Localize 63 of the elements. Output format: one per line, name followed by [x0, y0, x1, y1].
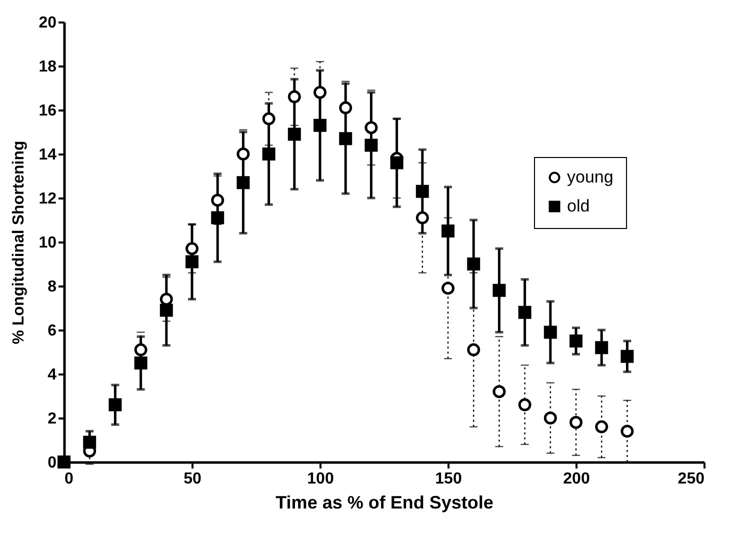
- point: [339, 101, 352, 114]
- point: [595, 341, 608, 354]
- point: [620, 424, 634, 438]
- point: [288, 90, 301, 104]
- point: [492, 284, 506, 297]
- point: [442, 224, 454, 238]
- point: [262, 148, 276, 160]
- point: [492, 385, 506, 398]
- y-tick-label: 18: [38, 58, 57, 76]
- point: [186, 255, 198, 268]
- point: [339, 132, 352, 146]
- point: [262, 112, 276, 126]
- point: [544, 412, 557, 424]
- y-tick-label: 0: [48, 454, 57, 472]
- point: [314, 86, 326, 99]
- point: [108, 398, 122, 412]
- x-tick-label: 100: [307, 470, 334, 488]
- y-tick-label: 12: [38, 190, 57, 208]
- point: [314, 118, 326, 132]
- x-tick-label: 50: [184, 470, 202, 488]
- point: [134, 343, 148, 356]
- point: [416, 211, 429, 224]
- y-tick-label: 4: [48, 366, 57, 384]
- point: [390, 156, 404, 170]
- y-tick-label: 10: [38, 234, 57, 252]
- point: [467, 343, 480, 356]
- x-tick-label: 0: [64, 470, 74, 488]
- x-tick-label: 200: [563, 470, 590, 488]
- y-tick-label: 14: [38, 146, 57, 164]
- point: [83, 436, 96, 449]
- point: [58, 456, 70, 468]
- point: [595, 420, 608, 434]
- point: [620, 350, 634, 363]
- point: [364, 121, 378, 134]
- point: [364, 138, 378, 152]
- point: [570, 334, 582, 348]
- x-axis-title: Time as % of End Systole: [276, 492, 494, 512]
- point: [544, 326, 557, 339]
- x-tick-label: 250: [678, 470, 705, 488]
- point: [186, 242, 198, 256]
- point: [288, 128, 301, 141]
- point: [467, 258, 480, 270]
- y-tick-label: 6: [48, 322, 57, 340]
- point: [442, 282, 454, 295]
- point: [236, 176, 250, 190]
- y-tick-label: 16: [38, 102, 57, 120]
- point: [518, 306, 532, 319]
- point: [160, 304, 173, 317]
- point: [160, 292, 173, 306]
- y-tick-label: 2: [48, 410, 57, 428]
- point: [211, 211, 224, 224]
- legend-label: old: [567, 196, 590, 216]
- point: [518, 398, 532, 412]
- point: [211, 194, 224, 207]
- x-tick-label: 150: [435, 470, 462, 488]
- point: [416, 184, 429, 198]
- y-tick-label: 8: [48, 278, 57, 296]
- legend-label: young: [567, 168, 614, 186]
- y-axis-title: % Longitudinal Shortening: [10, 140, 28, 344]
- y-tick-label: 20: [38, 14, 57, 32]
- point: [236, 148, 250, 160]
- point: [134, 356, 148, 370]
- point: [570, 416, 582, 429]
